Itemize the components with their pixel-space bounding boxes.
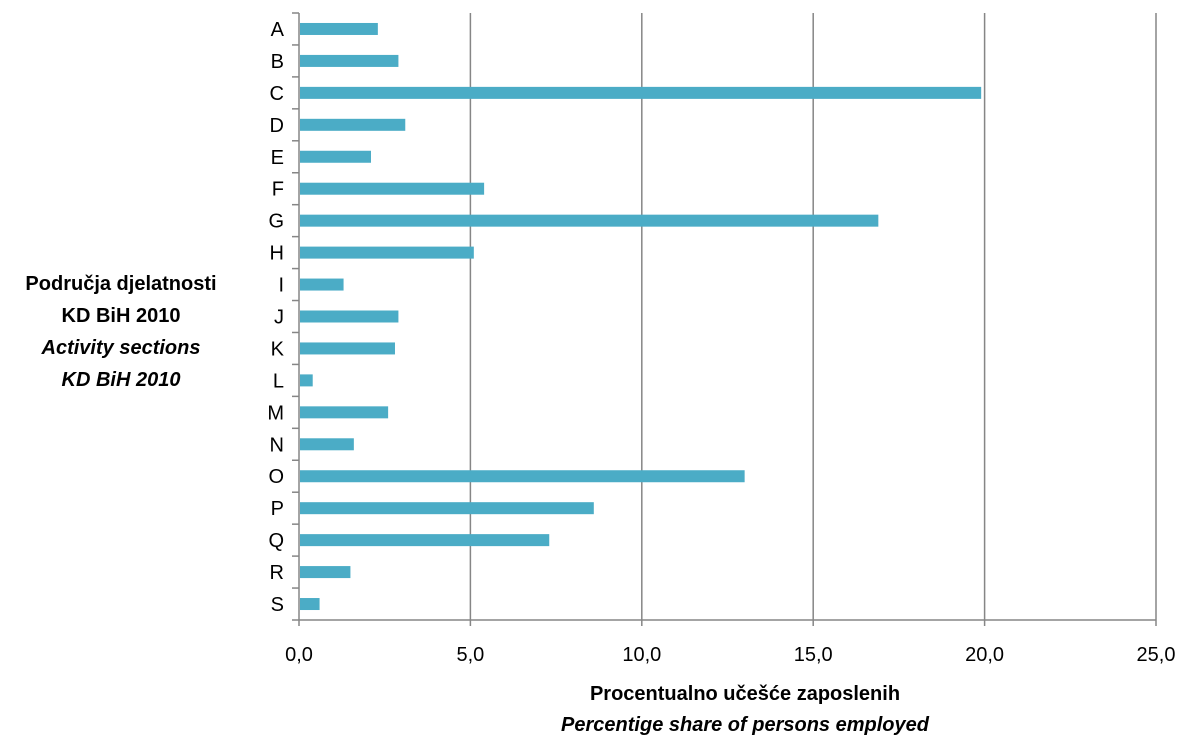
bar-C: [300, 86, 982, 99]
bar-I: [300, 278, 344, 291]
bar-K: [300, 342, 395, 355]
x-tick-label: 5,0: [456, 644, 484, 666]
x-axis-title: Procentualno učešće zaposlenih Percentig…: [500, 679, 990, 741]
bar-L: [300, 374, 313, 387]
y-axis-title-line3: Activity sections: [41, 337, 201, 359]
x-tick-label: 0,0: [285, 644, 313, 666]
y-tick-label: M: [267, 402, 284, 424]
bar-Q: [300, 534, 550, 547]
y-tick-label: F: [272, 179, 284, 201]
y-tick-label: D: [270, 115, 284, 137]
y-tick-label: P: [271, 498, 284, 520]
y-axis-title-line4: KD BiH 2010: [61, 369, 181, 391]
bar-M: [300, 406, 389, 419]
bar-F: [300, 182, 485, 195]
x-axis-title-line1: Procentualno učešće zaposlenih: [589, 683, 901, 705]
y-tick-label: L: [273, 370, 284, 392]
bar-N: [300, 438, 354, 451]
y-tick-label: O: [268, 466, 284, 488]
bar-R: [300, 566, 351, 579]
y-axis-title-line1: Područja djelatnosti: [25, 273, 217, 295]
y-tick-label: I: [278, 275, 284, 297]
y-tick-label: B: [271, 51, 284, 73]
y-axis-title: Područja djelatnosti KD BiH 2010 Activit…: [0, 268, 242, 396]
x-axis-title-line2: Percentige share of persons employed: [561, 714, 929, 736]
y-tick-label: J: [274, 307, 284, 329]
y-tick-label: C: [270, 83, 284, 105]
bar-J: [300, 310, 399, 323]
bar-D: [300, 118, 406, 131]
bars: [300, 22, 982, 611]
y-tick-label: S: [271, 594, 284, 616]
bar-E: [300, 150, 371, 163]
tick-labels: 0,0 5,0 10,0 15,0 20,0 25,0 ABCDEFGHIJKLMNOPQR…: [267, 19, 1175, 666]
y-tick-label: R: [270, 562, 284, 584]
bar-P: [300, 502, 594, 515]
x-tick-label: 25,0: [1137, 644, 1176, 666]
y-tick-label: E: [271, 147, 284, 169]
bar-B: [300, 54, 399, 67]
axes: [292, 12, 1157, 626]
y-tick-label: H: [270, 243, 284, 265]
bar-G: [300, 214, 879, 227]
x-tick-label: 10,0: [622, 644, 661, 666]
y-tick-label: Q: [268, 530, 284, 552]
y-tick-label: K: [271, 338, 285, 360]
y-tick-label: A: [271, 19, 285, 41]
bar-H: [300, 246, 474, 259]
gridlines: [469, 13, 1157, 620]
bar-O: [300, 470, 745, 483]
x-tick-label: 20,0: [965, 644, 1004, 666]
y-tick-label: G: [268, 211, 284, 233]
y-axis-title-line2: KD BiH 2010: [61, 305, 181, 327]
y-tick-label: N: [270, 434, 284, 456]
bar-S: [300, 598, 320, 611]
bar-A: [300, 22, 378, 35]
x-tick-label: 15,0: [794, 644, 833, 666]
